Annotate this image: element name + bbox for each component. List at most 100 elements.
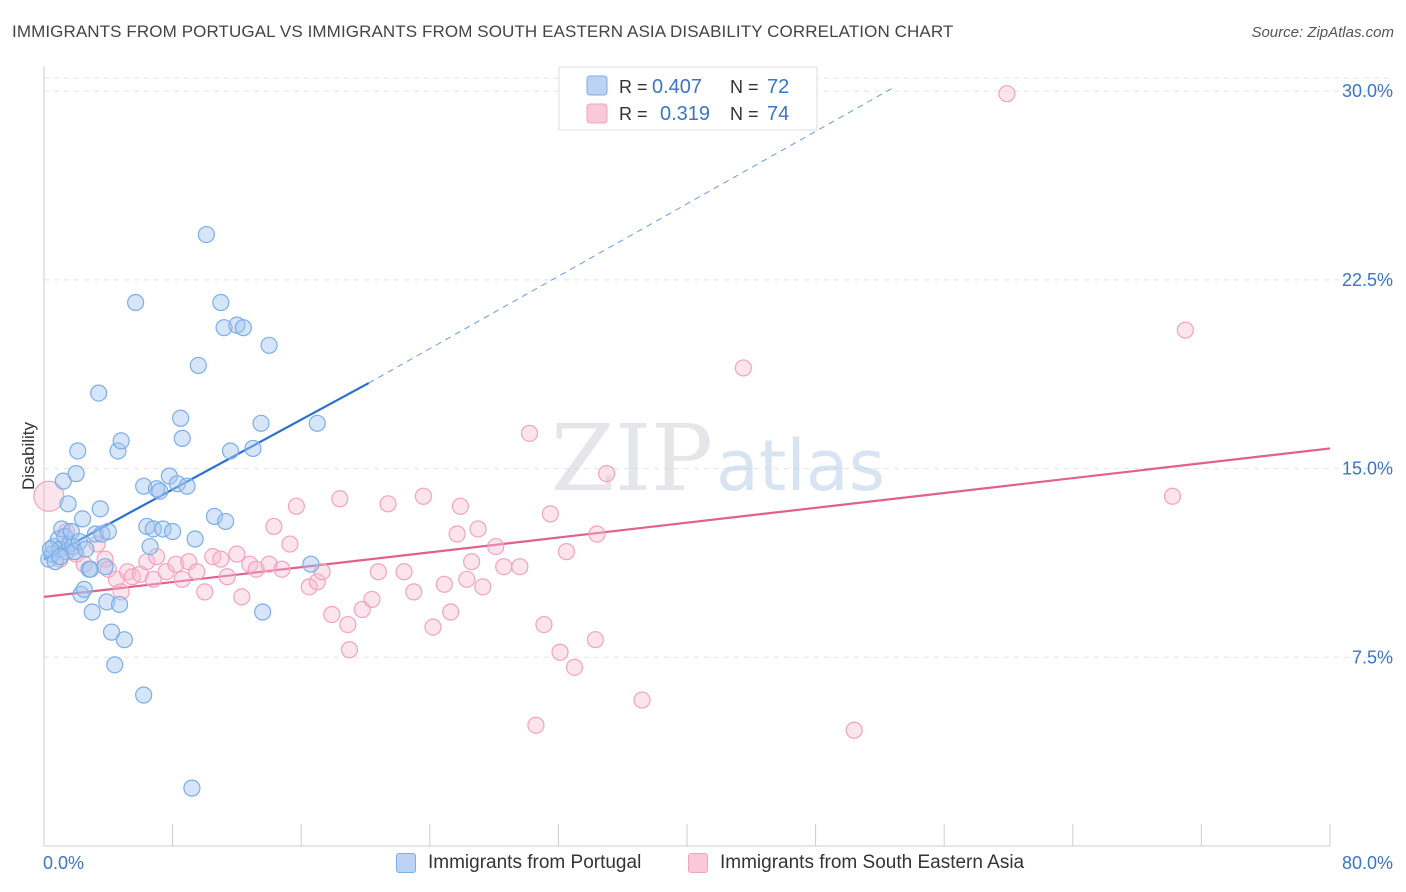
point-sea xyxy=(588,525,606,543)
point-portugal xyxy=(308,414,326,432)
point-sea xyxy=(147,548,166,566)
legend-r-label-1: R = xyxy=(619,77,648,97)
watermark: ZIP atlas xyxy=(551,405,885,512)
point-sea xyxy=(565,658,584,676)
point-portugal xyxy=(172,409,190,427)
point-sea xyxy=(112,583,130,601)
point-sea xyxy=(331,490,349,508)
point-sea xyxy=(557,543,576,561)
point-portugal xyxy=(73,510,92,528)
trend-lines xyxy=(43,85,1331,598)
data-points xyxy=(33,85,1194,797)
point-sea xyxy=(633,691,651,709)
point-portugal xyxy=(168,475,187,493)
point-portugal xyxy=(82,560,100,578)
point-sea xyxy=(363,590,381,609)
point-portugal xyxy=(154,520,172,538)
legend-n-label-2: N = xyxy=(730,104,759,124)
point-sea xyxy=(308,573,326,591)
point-sea xyxy=(734,359,752,377)
point-portugal xyxy=(217,512,235,531)
point-sea xyxy=(260,555,278,573)
point-sea xyxy=(379,495,397,513)
watermark-zip: ZIP xyxy=(551,405,713,512)
point-sea xyxy=(448,525,466,543)
point-portugal xyxy=(252,414,270,432)
legend-swatch-blue xyxy=(396,853,416,873)
legend-label-portugal: Immigrants from Portugal xyxy=(428,852,642,873)
point-sea xyxy=(265,517,283,536)
point-portugal xyxy=(147,480,166,498)
point-sea xyxy=(118,563,137,581)
point-sea xyxy=(1163,487,1182,505)
point-sea xyxy=(495,558,513,576)
point-sea xyxy=(474,578,492,596)
point-sea xyxy=(1176,321,1194,339)
point-portugal xyxy=(234,319,252,337)
point-portugal xyxy=(244,439,262,458)
point-sea xyxy=(323,605,341,624)
y-tick-label: 15.0% xyxy=(1342,459,1393,479)
x-tick-label: 80.0% xyxy=(1342,853,1393,873)
point-sea xyxy=(188,563,206,581)
point-portugal xyxy=(141,537,159,556)
point-portugal xyxy=(115,631,133,649)
point-sea xyxy=(451,497,469,515)
point-portugal xyxy=(69,442,87,460)
point-sea xyxy=(520,424,539,442)
point-portugal xyxy=(221,442,240,460)
point-sea xyxy=(395,563,413,581)
legend-r-label-2: R = xyxy=(619,104,648,124)
legend-n-value-1: 72 xyxy=(767,76,789,98)
legend-top: R = 0.407 N = 72 R = 0.319 N = 74 xyxy=(558,66,818,131)
point-portugal xyxy=(164,522,182,541)
point-portugal xyxy=(173,429,191,447)
point-portugal xyxy=(254,603,272,621)
point-sea xyxy=(144,570,162,588)
legend-n-label-1: N = xyxy=(730,77,759,97)
point-sea xyxy=(469,520,487,538)
point-portugal xyxy=(86,525,105,543)
point-portugal xyxy=(205,507,223,525)
point-sea xyxy=(212,550,230,568)
point-sea xyxy=(442,603,460,621)
point-sea xyxy=(535,615,553,634)
point-sea xyxy=(487,537,505,556)
point-portugal xyxy=(102,623,121,641)
point-sea xyxy=(511,558,529,576)
legend-top-swatch-blue xyxy=(586,75,608,96)
point-portugal xyxy=(302,555,320,573)
point-sea xyxy=(247,560,265,578)
legend-n-value-2: 74 xyxy=(767,103,789,125)
y-tick-label: 7.5% xyxy=(1352,647,1393,667)
point-portugal xyxy=(260,336,278,354)
point-sea xyxy=(458,570,476,588)
point-sea xyxy=(339,615,357,634)
legend-bottom-item-sea: Immigrants from South Eastern Asia xyxy=(688,852,1024,874)
point-portugal xyxy=(215,319,233,337)
point-sea xyxy=(527,716,545,734)
point-portugal xyxy=(91,500,109,518)
legend-r-value-2: 0.319 xyxy=(660,103,710,125)
chart-source: Source: ZipAtlas.com xyxy=(1251,24,1394,41)
legend-swatch-pink xyxy=(688,853,708,873)
trend-line-sea xyxy=(43,447,1331,598)
legend-r-value-1: 0.407 xyxy=(652,76,702,98)
point-sea xyxy=(33,480,65,512)
trend-line-portugal xyxy=(43,382,370,561)
point-portugal xyxy=(135,477,153,495)
point-portugal xyxy=(46,553,64,571)
y-tick-label: 22.5% xyxy=(1342,270,1393,290)
point-portugal xyxy=(186,530,204,548)
point-portugal xyxy=(51,548,69,566)
trend-line-portugal-extension xyxy=(368,85,897,384)
point-sea xyxy=(551,643,569,661)
point-portugal xyxy=(96,558,114,576)
legend-label-sea: Immigrants from South Eastern Asia xyxy=(720,852,1025,873)
point-portugal xyxy=(106,656,124,674)
point-sea xyxy=(424,618,442,636)
point-portugal xyxy=(77,540,95,558)
point-portugal xyxy=(135,686,153,704)
point-sea xyxy=(287,497,305,515)
point-portugal xyxy=(178,477,196,495)
